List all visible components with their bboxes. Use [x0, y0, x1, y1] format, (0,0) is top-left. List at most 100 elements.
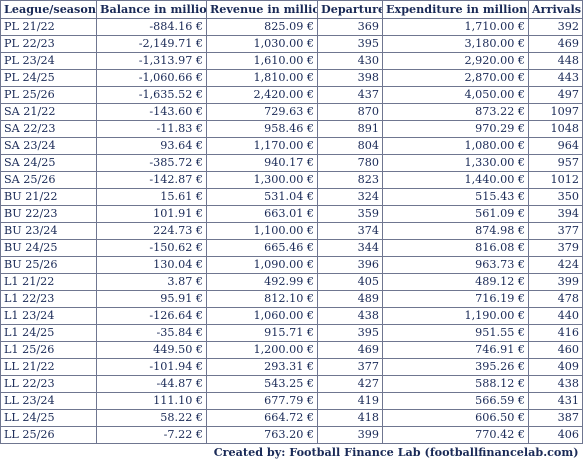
- cell-expenditure: 874.98 €: [382, 222, 529, 240]
- table-row: L1 21/22 3.87 €492.99 €405 489.12 €399: [0, 273, 583, 291]
- cell-revenue: 1,090.00 €: [206, 256, 318, 274]
- cell-balance: -142.87 €: [96, 171, 207, 189]
- cell-departures: 377: [317, 358, 383, 376]
- cell-league-season: PL 23/24: [0, 52, 97, 70]
- cell-expenditure: 566.59 €: [382, 392, 529, 410]
- table-row: BU 21/22 15.61 €531.04 €324 515.43 €350: [0, 188, 583, 206]
- cell-departures: 324: [317, 188, 383, 206]
- cell-revenue: 763.20 €: [206, 426, 318, 444]
- cell-departures: 405: [317, 273, 383, 291]
- cell-league-season: LL 21/22: [0, 358, 97, 376]
- cell-balance: 101.91 €: [96, 205, 207, 223]
- cell-balance: 15.61 €: [96, 188, 207, 206]
- table-row: PL 21/22 -884.16 €825.09 €369 1,710.00 €39…: [0, 18, 583, 36]
- cell-league-season: SA 21/22: [0, 103, 97, 121]
- cell-balance: -126.64 €: [96, 307, 207, 325]
- table-row: SA 25/26 -142.87 €1,300.00 €823 1,440.00 €…: [0, 171, 583, 189]
- cell-balance: -1,060.66 €: [96, 69, 207, 87]
- cell-league-season: L1 25/26: [0, 341, 97, 359]
- table-row: LL 24/25 58.22 €664.72 €418 606.50 €387: [0, 409, 583, 427]
- cell-departures: 780: [317, 154, 383, 172]
- table-row: BU 23/24 224.73 €1,100.00 €374 874.98 €377: [0, 222, 583, 240]
- cell-departures: 395: [317, 324, 383, 342]
- cell-revenue: 958.46 €: [206, 120, 318, 138]
- cell-balance: -2,149.71 €: [96, 35, 207, 53]
- table-row: L1 25/26 449.50 €1,200.00 €469 746.91 €460: [0, 341, 583, 359]
- cell-expenditure: 2,920.00 €: [382, 52, 529, 70]
- table-row: PL 24/25 -1,060.66 €1,810.00 €398 2,870.00…: [0, 69, 583, 87]
- cell-balance: -7.22 €: [96, 426, 207, 444]
- table-row: BU 22/23 101.91 €663.01 €359 561.09 €394: [0, 205, 583, 223]
- cell-departures: 418: [317, 409, 383, 427]
- cell-departures: 427: [317, 375, 383, 393]
- table-row: L1 22/23 95.91 €812.10 €489 716.19 €478: [0, 290, 583, 308]
- cell-balance: 111.10 €: [96, 392, 207, 410]
- cell-arrivals: 377: [528, 222, 583, 240]
- cell-departures: 374: [317, 222, 383, 240]
- cell-arrivals: 448: [528, 52, 583, 70]
- cell-revenue: 293.31 €: [206, 358, 318, 376]
- cell-league-season: L1 24/25: [0, 324, 97, 342]
- cell-league-season: LL 23/24: [0, 392, 97, 410]
- cell-revenue: 665.46 €: [206, 239, 318, 257]
- header-balance: Balance in million: [96, 0, 207, 19]
- cell-arrivals: 406: [528, 426, 583, 444]
- cell-departures: 469: [317, 341, 383, 359]
- cell-departures: 398: [317, 69, 383, 87]
- credit-text: Created by: Football Finance Lab (footba…: [0, 443, 583, 462]
- cell-expenditure: 3,180.00 €: [382, 35, 529, 53]
- cell-revenue: 543.25 €: [206, 375, 318, 393]
- cell-balance: -150.62 €: [96, 239, 207, 257]
- cell-revenue: 2,420.00 €: [206, 86, 318, 104]
- cell-arrivals: 350: [528, 188, 583, 206]
- cell-revenue: 664.72 €: [206, 409, 318, 427]
- table-row: PL 22/23 -2,149.71 €1,030.00 €395 3,180.00…: [0, 35, 583, 53]
- cell-arrivals: 387: [528, 409, 583, 427]
- cell-expenditure: 4,050.00 €: [382, 86, 529, 104]
- cell-league-season: SA 25/26: [0, 171, 97, 189]
- cell-balance: -44.87 €: [96, 375, 207, 393]
- cell-expenditure: 746.91 €: [382, 341, 529, 359]
- cell-departures: 489: [317, 290, 383, 308]
- cell-expenditure: 873.22 €: [382, 103, 529, 121]
- cell-departures: 399: [317, 426, 383, 444]
- header-arrivals: Arrivals: [528, 0, 583, 19]
- cell-revenue: 1,810.00 €: [206, 69, 318, 87]
- cell-arrivals: 424: [528, 256, 583, 274]
- cell-revenue: 663.01 €: [206, 205, 318, 223]
- cell-league-season: PL 22/23: [0, 35, 97, 53]
- cell-league-season: LL 22/23: [0, 375, 97, 393]
- cell-expenditure: 770.42 €: [382, 426, 529, 444]
- cell-departures: 870: [317, 103, 383, 121]
- cell-revenue: 1,610.00 €: [206, 52, 318, 70]
- header-departures: Departures: [317, 0, 383, 19]
- cell-revenue: 1,030.00 €: [206, 35, 318, 53]
- header-expenditure: Expenditure in million: [382, 0, 529, 19]
- cell-revenue: 940.17 €: [206, 154, 318, 172]
- cell-arrivals: 1012: [528, 171, 583, 189]
- cell-expenditure: 606.50 €: [382, 409, 529, 427]
- cell-expenditure: 1,710.00 €: [382, 18, 529, 36]
- cell-revenue: 492.99 €: [206, 273, 318, 291]
- cell-league-season: LL 25/26: [0, 426, 97, 444]
- cell-expenditure: 816.08 €: [382, 239, 529, 257]
- cell-balance: -1,635.52 €: [96, 86, 207, 104]
- cell-expenditure: 963.73 €: [382, 256, 529, 274]
- cell-departures: 804: [317, 137, 383, 155]
- header-revenue: Revenue in million: [206, 0, 318, 19]
- cell-arrivals: 1097: [528, 103, 583, 121]
- table-row: SA 22/23 -11.83 €958.46 €891 970.29 €1048: [0, 120, 583, 138]
- cell-league-season: PL 21/22: [0, 18, 97, 36]
- cell-revenue: 677.79 €: [206, 392, 318, 410]
- cell-league-season: SA 22/23: [0, 120, 97, 138]
- cell-balance: 449.50 €: [96, 341, 207, 359]
- cell-arrivals: 1048: [528, 120, 583, 138]
- table-header-row: League/season Balance in million Revenue…: [0, 0, 583, 19]
- cell-balance: -385.72 €: [96, 154, 207, 172]
- cell-balance: 130.04 €: [96, 256, 207, 274]
- cell-revenue: 1,170.00 €: [206, 137, 318, 155]
- cell-balance: -35.84 €: [96, 324, 207, 342]
- cell-expenditure: 2,870.00 €: [382, 69, 529, 87]
